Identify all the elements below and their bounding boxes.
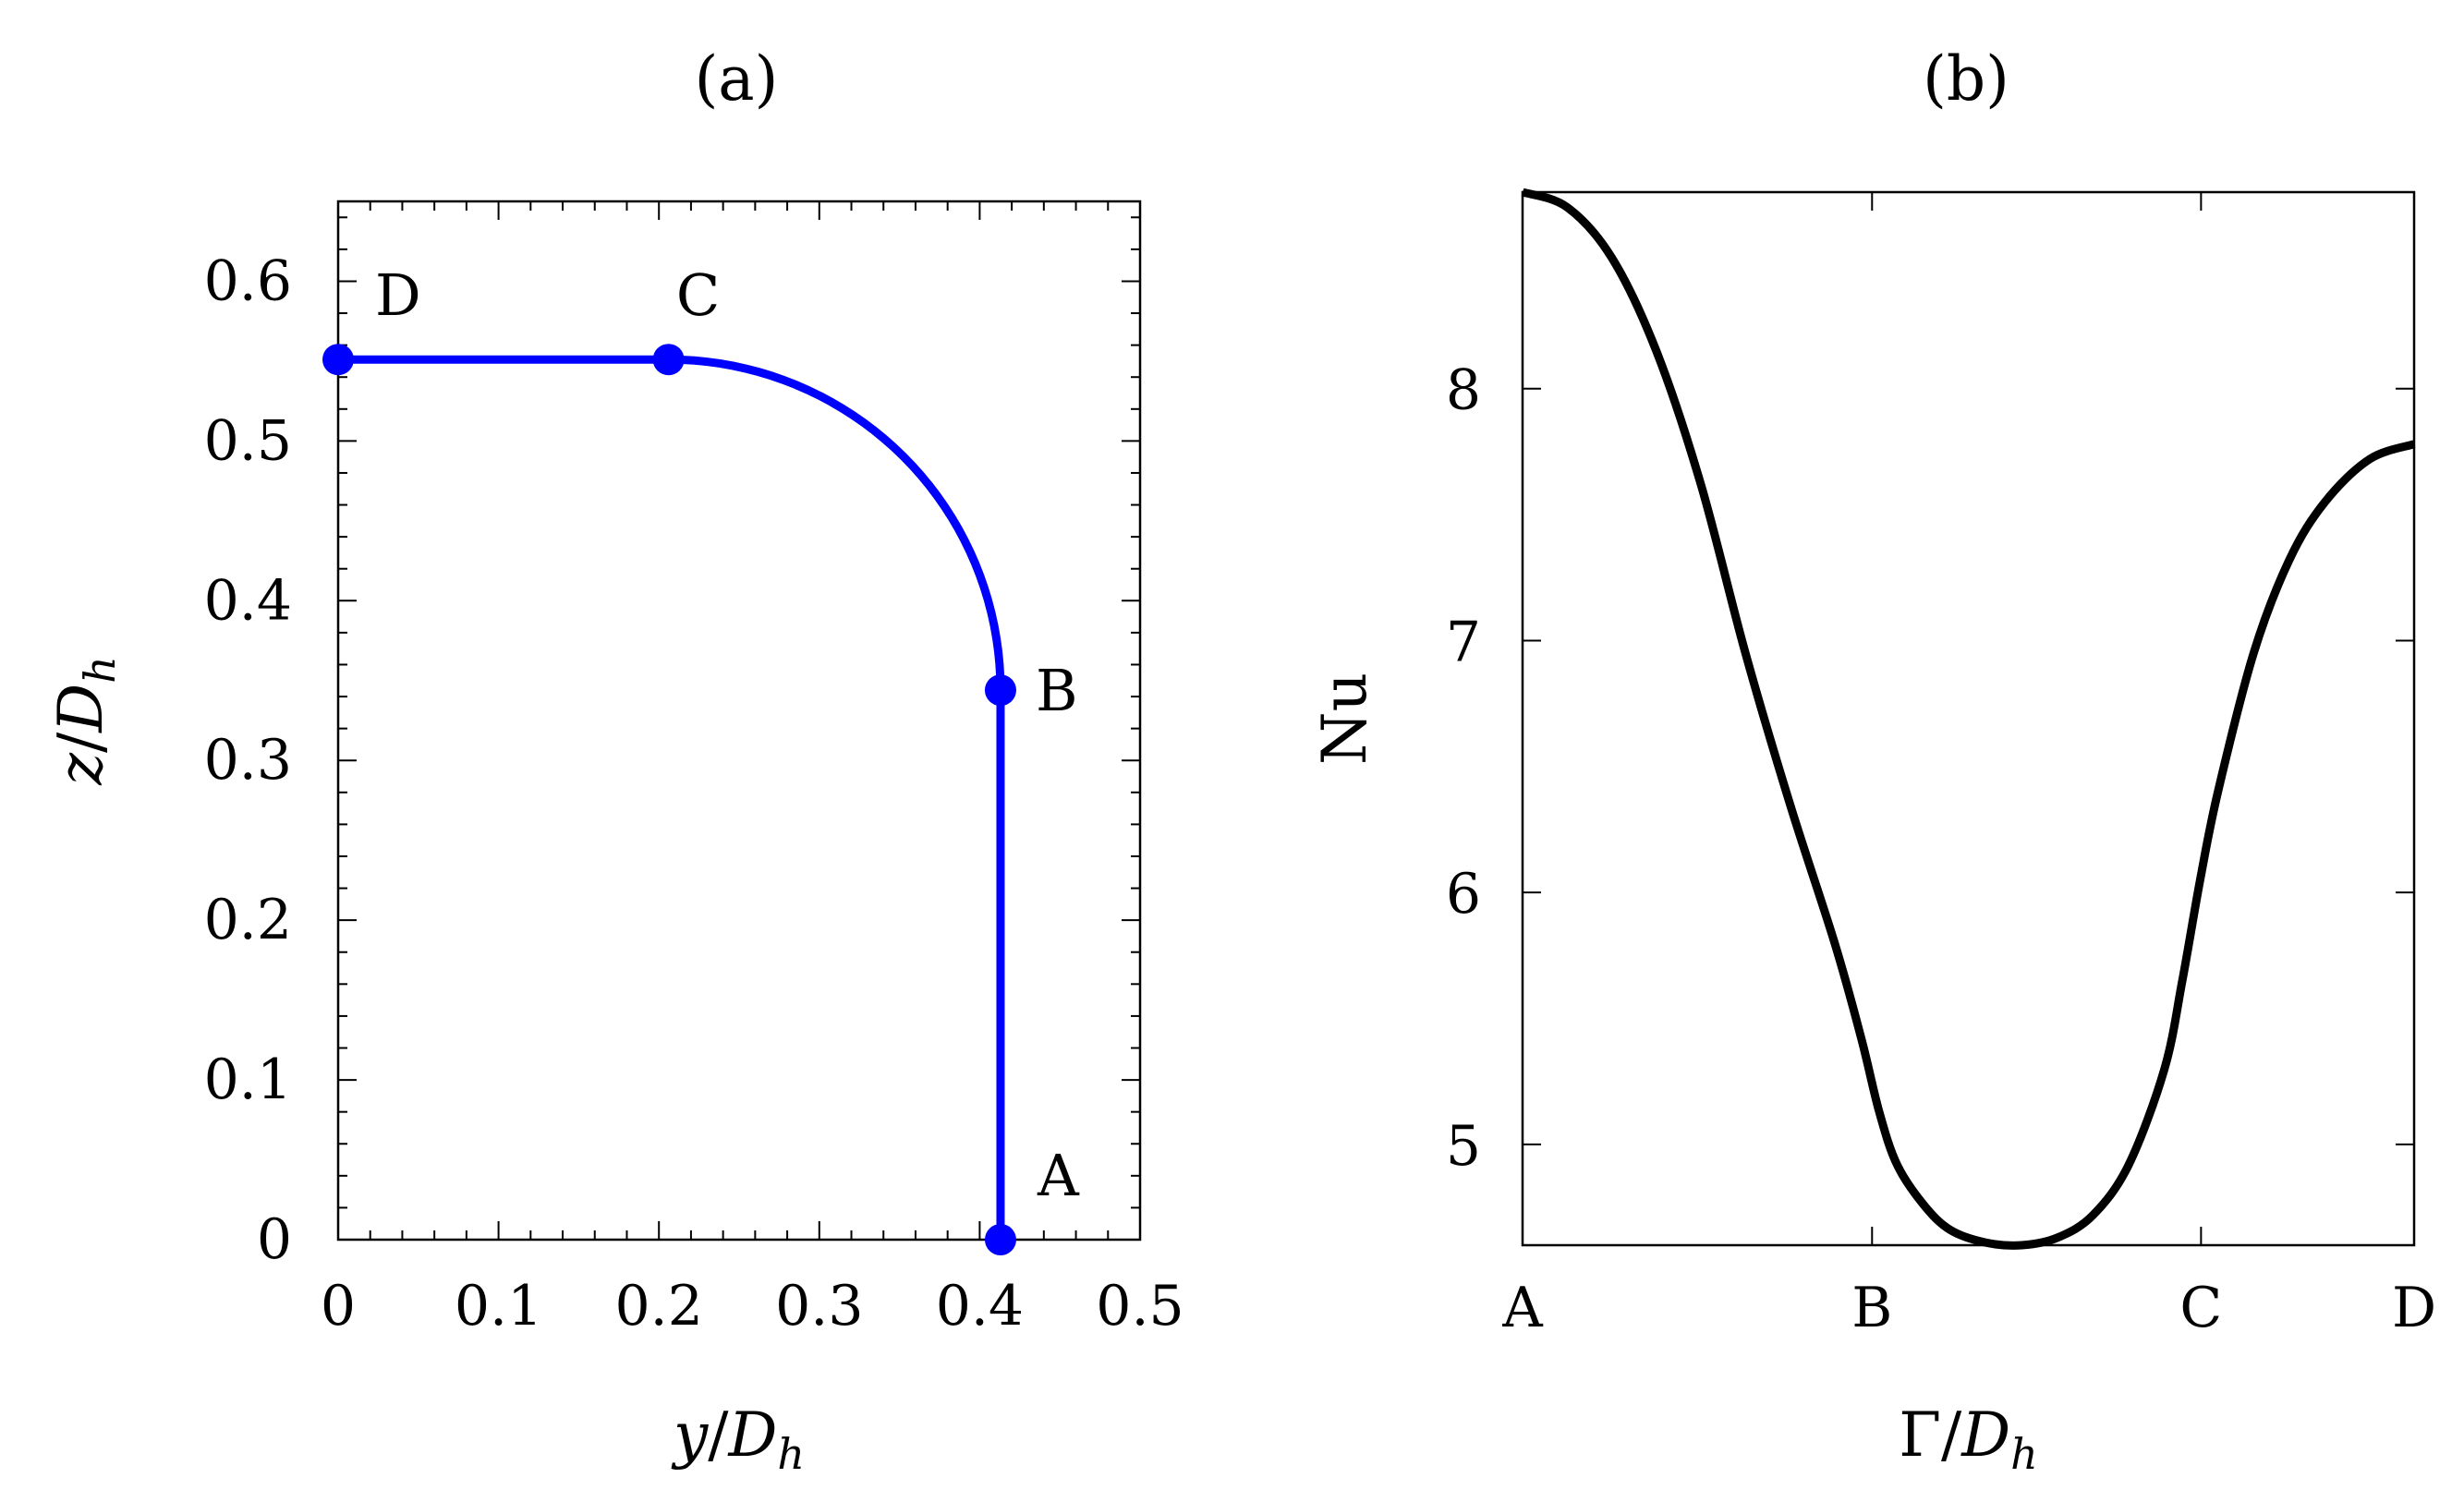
panel-a-y-axis-label: z/Dh xyxy=(45,656,125,786)
panel-a-ticks xyxy=(337,201,1141,1241)
point-b-marker xyxy=(984,674,1016,707)
panel-b-y-axis-label: Nu xyxy=(1309,672,1380,765)
panel-a-y-label-text: z/Dh xyxy=(45,656,125,786)
y-tick-label: 0.3 xyxy=(204,728,292,793)
x-tick-label: 0.1 xyxy=(455,1274,542,1338)
x-tick-label: 0 xyxy=(321,1274,356,1338)
y-tick-label: 5 xyxy=(1446,1114,1481,1179)
panel-b-x-axis-label: Γ/Dh xyxy=(1899,1399,2038,1479)
y-tick-label: 0.2 xyxy=(204,888,292,952)
panel-b: (b) A B C D 5 6 7 8 Γ/Dh Nu xyxy=(1309,43,2436,1479)
x-tick-label: A xyxy=(1501,1276,1543,1340)
y-tick-label: 7 xyxy=(1446,610,1481,674)
panel-a-frame xyxy=(336,200,1142,1242)
panel-b-y-tick-labels: 5 6 7 8 xyxy=(1446,358,1481,1179)
y-tick-label: 0 xyxy=(257,1207,292,1272)
panel-a-y-tick-labels: 0 0.1 0.2 0.3 0.4 0.5 0.6 xyxy=(204,248,292,1272)
point-d-marker xyxy=(322,344,354,376)
panel-a-points: A B C D xyxy=(322,261,1080,1255)
y-tick-label: 0.4 xyxy=(204,568,292,633)
x-tick-label: C xyxy=(2179,1276,2222,1340)
panel-a-x-axis-label: y/Dh xyxy=(671,1399,805,1479)
panel-b-frame xyxy=(1521,190,2416,1247)
y-tick-label: 0.1 xyxy=(204,1048,292,1112)
y-tick-label: 0.5 xyxy=(204,408,292,473)
x-tick-label: 0.5 xyxy=(1096,1274,1183,1338)
panel-a-x-label-text: y/Dh xyxy=(671,1399,805,1479)
panel-a-boundary-curve xyxy=(338,355,1005,1240)
panel-a-title: (a) xyxy=(695,43,779,115)
x-tick-label: B xyxy=(1851,1276,1892,1340)
point-a-marker xyxy=(984,1224,1016,1255)
point-c-label: C xyxy=(676,261,720,329)
point-b-label: B xyxy=(1036,657,1078,724)
x-tick-label: 0.2 xyxy=(614,1274,702,1338)
x-tick-label: 0.4 xyxy=(936,1274,1024,1338)
panel-a: (a) 0 0.1 0.2 0.3 0.4 0.5 0 0.1 0.2 0.3 0.4 0.5 0.6… xyxy=(45,43,1184,1479)
panel-b-x-tick-labels: A B C D xyxy=(1501,1276,2436,1340)
point-d-label: D xyxy=(375,261,421,329)
panel-b-nu-curve xyxy=(1521,188,2416,1250)
x-tick-label: D xyxy=(2392,1276,2436,1340)
y-tick-label: 8 xyxy=(1446,358,1481,423)
y-tick-label: 6 xyxy=(1446,862,1481,927)
point-c-marker xyxy=(652,344,685,376)
panel-b-ticks xyxy=(1522,192,2415,1245)
y-tick-label: 0.6 xyxy=(204,248,292,313)
panel-b-title: (b) xyxy=(1923,43,2009,115)
panel-b-x-label-text: Γ/Dh xyxy=(1899,1399,2038,1479)
panel-a-x-tick-labels: 0 0.1 0.2 0.3 0.4 0.5 xyxy=(321,1274,1184,1338)
point-a-label: A xyxy=(1037,1142,1080,1209)
x-tick-label: 0.3 xyxy=(775,1274,863,1338)
